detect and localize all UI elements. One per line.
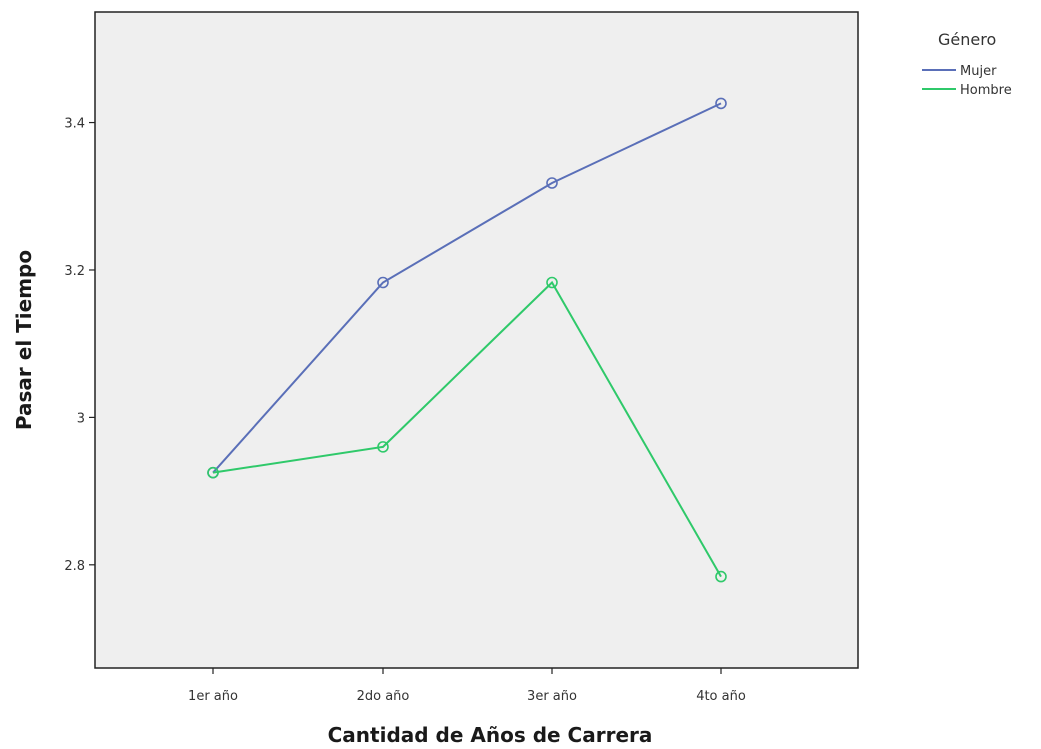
- legend-title: Género: [938, 30, 996, 49]
- plot-area: [94, 11, 859, 669]
- y-axis-title: Pasar el Tiempo: [12, 250, 36, 430]
- x-tick-label: 4to año: [696, 689, 746, 704]
- data-point: [546, 177, 558, 189]
- legend-label: Hombre: [960, 83, 1012, 98]
- y-axis: 2.8 3 3.2 3.4: [64, 117, 95, 574]
- x-tick-label: 1er año: [188, 689, 238, 704]
- legend: Género Mujer Hombre: [922, 30, 1012, 98]
- x-tick-label: 3er año: [527, 689, 577, 704]
- x-axis-title: Cantidad de Años de Carrera: [328, 723, 653, 747]
- legend-label: Mujer: [960, 64, 997, 79]
- y-tick-label: 3: [77, 411, 85, 426]
- data-point: [546, 276, 558, 289]
- data-point: [207, 466, 219, 479]
- data-point: [377, 441, 389, 453]
- data-point: [715, 570, 727, 583]
- x-tick-label: 2do año: [357, 689, 410, 704]
- series-layer: [207, 97, 727, 583]
- legend-items: Mujer Hombre: [922, 64, 1012, 98]
- x-axis: 1er año 2do año 3er año 4to año: [188, 668, 746, 704]
- series-line: [212, 102, 722, 474]
- y-tick-label: 2.8: [64, 559, 85, 574]
- series-line: [212, 280, 722, 578]
- y-tick-label: 3.2: [64, 264, 85, 279]
- data-point: [377, 276, 389, 289]
- data-point: [715, 97, 727, 110]
- y-tick-label: 3.4: [64, 117, 85, 132]
